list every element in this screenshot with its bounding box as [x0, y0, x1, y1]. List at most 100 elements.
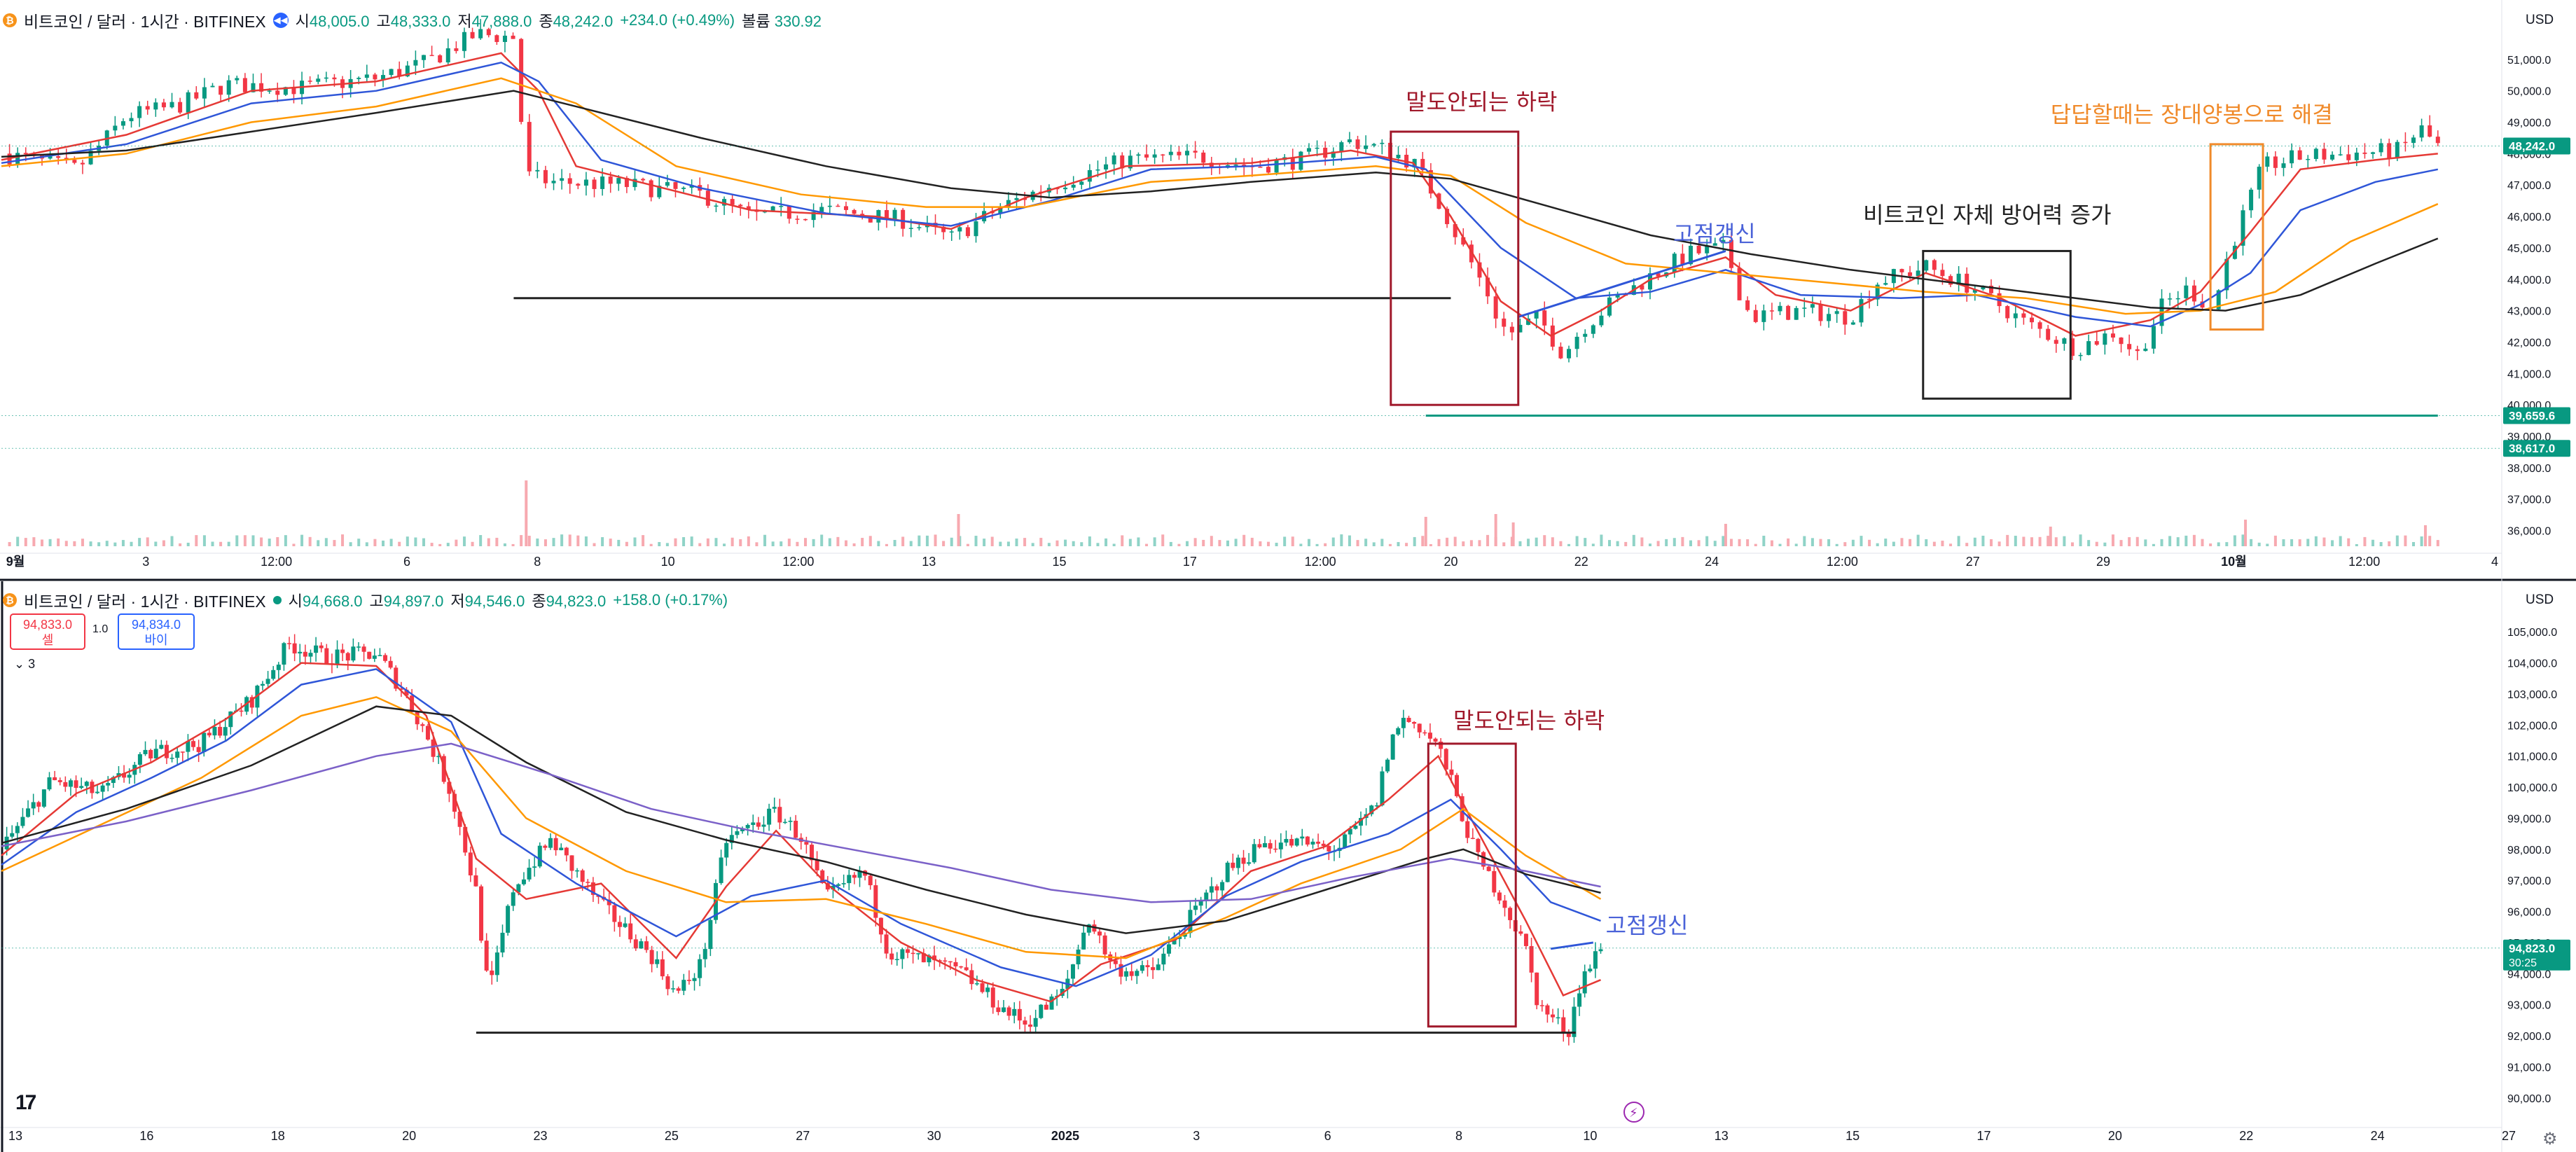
volume-bar — [2119, 540, 2123, 546]
chart-annotation: 답답할때는 장대양봉으로 해결 — [2051, 102, 2333, 128]
candle-body — [1339, 142, 1344, 152]
candle-body — [2013, 313, 2018, 319]
candle-body — [249, 697, 254, 708]
volume-bar — [934, 534, 937, 546]
candle-body — [242, 78, 247, 92]
time-tick-label: 24 — [1705, 555, 1719, 569]
candle-body — [1916, 270, 1920, 277]
volume-spike — [1424, 517, 1427, 546]
volume-bar — [2355, 543, 2358, 546]
volume-bar — [317, 540, 320, 546]
candle-body — [527, 868, 532, 880]
indicator-toggle[interactable]: ⌄ 3 — [14, 657, 36, 671]
candle-body — [470, 32, 475, 39]
volume-bar — [1673, 538, 1676, 546]
candle-body — [2046, 328, 2051, 340]
candle-body — [364, 74, 369, 78]
candle-body — [145, 106, 150, 110]
volume-bar — [1502, 542, 1506, 546]
candle-body — [1225, 862, 1230, 882]
candle-body — [441, 756, 446, 782]
candle-body — [178, 102, 183, 113]
volume-bar — [1145, 543, 1149, 546]
currency-label-top[interactable]: USD — [2526, 13, 2554, 27]
candle-body — [332, 77, 337, 80]
replay-icon[interactable]: ◀◀ — [272, 13, 289, 28]
time-tick-label: 23 — [533, 1129, 547, 1143]
candle-body — [1355, 139, 1360, 149]
candle-body — [2037, 322, 2042, 329]
candle-body — [1262, 842, 1267, 847]
buy-button[interactable]: 94,834.0 바이 — [118, 613, 195, 650]
candle-body — [506, 905, 511, 933]
volume-bar — [211, 541, 214, 546]
candle-body — [175, 751, 180, 758]
candle-body — [560, 178, 565, 181]
candle-body — [2330, 154, 2335, 160]
candle-body — [1818, 304, 1823, 321]
volume-bar — [1876, 543, 1879, 546]
candle-body — [1380, 771, 1385, 805]
currency-label-bottom[interactable]: USD — [2526, 592, 2554, 607]
time-tick-label: 12:00 — [1827, 555, 1858, 569]
candle-body — [143, 749, 148, 754]
candle-body — [186, 741, 191, 752]
candle-body — [436, 756, 441, 758]
candle-body — [1509, 326, 1514, 333]
candle-body — [2346, 154, 2351, 160]
candle-body — [847, 875, 852, 884]
price-tick-label: 47,000.0 — [2507, 180, 2551, 192]
volume-bar — [8, 542, 11, 546]
volume-bar — [901, 536, 905, 546]
highlight-box — [1390, 130, 1520, 406]
event-marker-icon — [1623, 1102, 1644, 1123]
candle-body — [1607, 297, 1612, 316]
volume-bar — [1080, 542, 1083, 546]
candle-body — [949, 231, 954, 233]
volume-bar — [162, 540, 165, 546]
candle-body — [57, 780, 62, 782]
sell-button[interactable]: 94,833.0 셀 — [10, 613, 85, 650]
volume-bar — [471, 541, 474, 546]
symbol-title[interactable]: 비트코인 / 달러 · 1시간 · BITFINEX — [24, 592, 266, 611]
candle-body — [516, 884, 521, 893]
time-tick-label: 15 — [1846, 1129, 1860, 1143]
volume-bar — [2241, 534, 2245, 546]
volume-bar — [674, 538, 677, 546]
candle-body — [275, 90, 280, 95]
volume-bar — [1949, 543, 1953, 546]
volume-bar — [202, 535, 206, 546]
candle-body — [1135, 971, 1140, 976]
candle-body — [943, 960, 948, 962]
candle-body — [559, 847, 564, 851]
time-tick-label: 2025 — [1051, 1129, 1079, 1143]
tradingview-logo[interactable]: 17 — [15, 1091, 36, 1114]
volume-bar — [2184, 535, 2188, 546]
candle-body — [53, 777, 57, 781]
candle-body — [1316, 841, 1321, 844]
candle-body — [1081, 932, 1086, 950]
volume-bar — [1380, 539, 1384, 546]
volume-bar — [633, 537, 637, 546]
chart-annotation: 고점갱신 — [1606, 912, 1689, 939]
symbol-title[interactable]: 비트코인 / 달러 · 1시간 · BITFINEX — [24, 13, 266, 31]
candle-body — [202, 87, 207, 99]
volume-bar — [560, 534, 564, 546]
gear-icon[interactable]: ⚙ — [2542, 1130, 2558, 1148]
volume-bar — [893, 540, 896, 546]
volume-bar — [1868, 539, 1871, 546]
price-label-box — [2503, 407, 2570, 424]
highlight-box — [2209, 143, 2264, 331]
volume-bar — [105, 541, 109, 546]
candle-body — [1152, 154, 1157, 158]
volume-bar — [1527, 539, 1530, 546]
time-tick-label: 20 — [1443, 555, 1457, 569]
candle-body — [63, 782, 68, 787]
volume-bar — [373, 539, 377, 546]
volume-bar — [1632, 534, 1635, 546]
candle-body — [1113, 960, 1118, 964]
candle-body — [1989, 285, 1994, 293]
volume-bar — [1835, 543, 1838, 546]
candle-body — [1076, 949, 1081, 964]
